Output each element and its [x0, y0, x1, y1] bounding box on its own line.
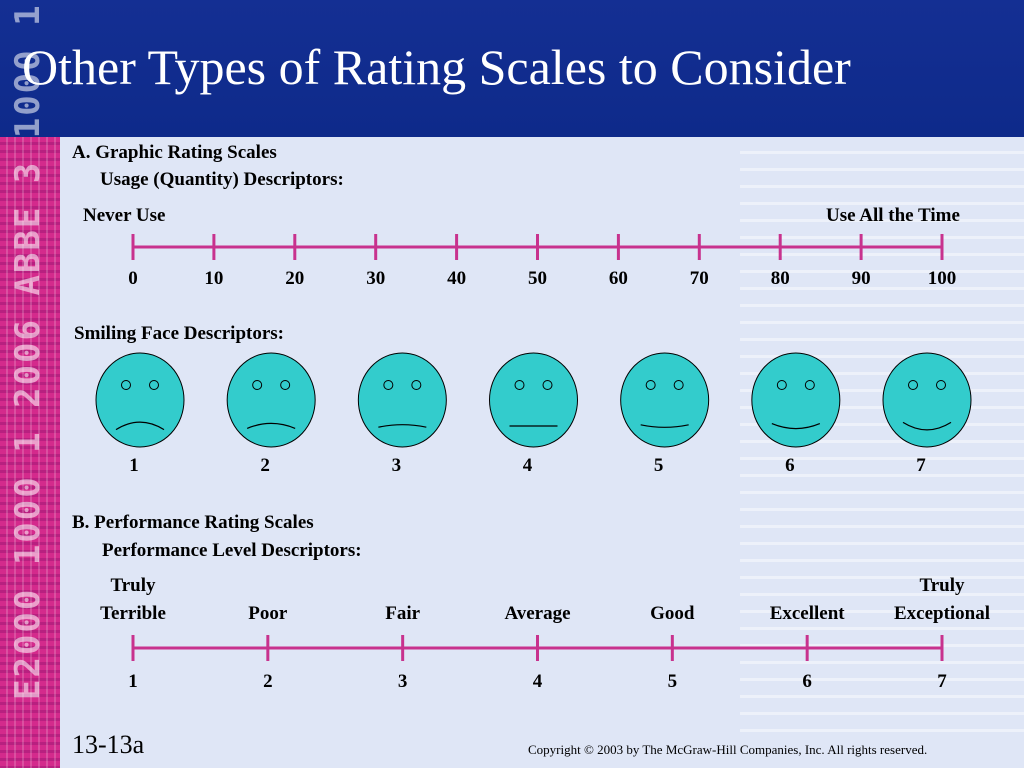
- usage-scale-tick-label: 90: [851, 268, 871, 289]
- face-right-eye: [542, 380, 553, 390]
- slide-title: Other Types of Rating Scales to Consider: [22, 39, 851, 95]
- performance-level-label-top: Truly: [919, 575, 965, 596]
- section-b-heading: B. Performance Rating Scales: [72, 512, 314, 533]
- performance-level-label: Poor: [248, 603, 288, 624]
- usage-scale-tick-label: 40: [447, 268, 467, 289]
- performance-level-label: Terrible: [100, 603, 166, 624]
- faces-heading: Smiling Face Descriptors:: [74, 323, 285, 344]
- slide-number: 13-13a: [72, 730, 145, 759]
- title-bar: [0, 0, 1024, 137]
- face-number-label: 1: [129, 455, 139, 476]
- face-3-icon: [357, 352, 447, 448]
- performance-level-label: Excellent: [769, 603, 845, 624]
- performance-level-label-top: Truly: [110, 575, 156, 596]
- usage-scale-tick-label: 50: [528, 268, 547, 289]
- face-number-label: 7: [916, 455, 926, 476]
- usage-scale-tick-label: 10: [204, 268, 224, 289]
- usage-scale-tick-label: 60: [608, 268, 628, 289]
- face-left-eye: [514, 380, 525, 390]
- face-mouth: [640, 424, 689, 428]
- face-right-eye: [411, 380, 422, 390]
- usage-scale-tick-label: 0: [128, 268, 138, 289]
- face-7-icon: [882, 352, 972, 448]
- performance-level-label: Fair: [385, 603, 421, 624]
- face-mouth: [902, 421, 952, 431]
- face-6-icon: [751, 352, 841, 448]
- never-use-label: Never Use: [83, 205, 166, 226]
- face-left-eye: [383, 380, 394, 390]
- face-2-icon: [226, 352, 316, 448]
- face-mouth: [115, 421, 165, 431]
- face-right-eye: [149, 380, 159, 390]
- performance-level-number: 7: [937, 671, 947, 692]
- face-left-eye: [645, 380, 656, 390]
- section-a-heading: A. Graphic Rating Scales: [72, 142, 277, 163]
- face-left-eye: [908, 380, 918, 390]
- face-left-eye: [776, 380, 787, 390]
- face-left-eye: [121, 380, 131, 390]
- face-right-eye: [673, 380, 684, 390]
- performance-level-number: 4: [532, 671, 543, 692]
- usage-scale-tick-label: 80: [770, 268, 790, 289]
- face-mouth: [246, 422, 296, 429]
- face-number-label: 4: [522, 455, 533, 476]
- decorative-side-strip: [0, 137, 60, 768]
- performance-level-label: Good: [650, 603, 695, 624]
- performance-level-label: Average: [504, 603, 571, 624]
- section-a-subheading: Usage (Quantity) Descriptors:: [100, 169, 344, 190]
- performance-level-label: Exceptional: [893, 603, 991, 624]
- face-number-label: 3: [391, 455, 402, 476]
- face-right-eye: [804, 380, 815, 390]
- performance-level-number: 5: [667, 671, 678, 692]
- face-right-eye: [936, 380, 946, 390]
- footer-bar: [60, 740, 1024, 768]
- face-1-icon: [95, 352, 185, 448]
- usage-scale-tick-label: 100: [927, 268, 957, 289]
- use-all-the-time-label: Use All the Time: [826, 205, 960, 226]
- face-left-eye: [252, 380, 263, 390]
- section-b-subheading: Performance Level Descriptors:: [102, 540, 362, 561]
- face-number-label: 2: [260, 455, 270, 476]
- face-mouth: [771, 423, 821, 430]
- performance-level-number: 2: [263, 671, 273, 692]
- usage-scale-tick-label: 30: [366, 268, 386, 289]
- face-4-icon: [489, 352, 578, 448]
- decorative-side-bars: [0, 137, 60, 768]
- face-mouth: [378, 424, 427, 428]
- usage-scale-tick-label: 70: [689, 268, 709, 289]
- face-number-label: 6: [785, 455, 795, 476]
- usage-scale-tick-label: 20: [285, 268, 305, 289]
- face-right-eye: [280, 380, 291, 390]
- performance-level-number: 6: [802, 671, 812, 692]
- performance-level-number: 1: [128, 671, 138, 692]
- face-number-label: 5: [653, 455, 664, 476]
- face-5-icon: [620, 352, 710, 448]
- performance-level-number: 3: [397, 671, 408, 692]
- copyright-text: Copyright © 2003 by The McGraw-Hill Comp…: [528, 742, 928, 757]
